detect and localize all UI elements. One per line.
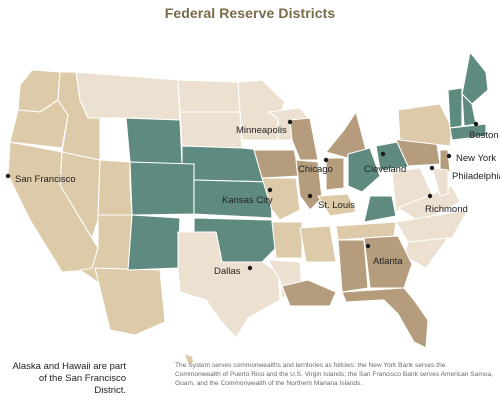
state-north-dakota (177, 79, 241, 113)
map-title: Federal Reserve Districts (164, 5, 336, 21)
state-utah (97, 159, 133, 216)
state-kansas (193, 179, 273, 219)
state-louisiana (281, 279, 337, 307)
state-iowa (253, 149, 301, 179)
city-dot-cleveland (380, 151, 386, 157)
state-florida (341, 287, 429, 349)
label-cleveland: Cleveland (364, 164, 406, 175)
state-illinois-north (295, 159, 323, 211)
state-mississippi (299, 225, 337, 263)
state-texas (177, 231, 281, 339)
state-kentucky (317, 193, 357, 217)
state-georgia (363, 235, 413, 289)
state-alaska (94, 267, 166, 336)
state-maine (461, 51, 489, 105)
city-dot-boston (473, 121, 479, 127)
state-vermont (447, 87, 463, 129)
city-dot-kansas-city (267, 187, 273, 193)
district-philadelphia[interactable] (395, 137, 451, 173)
city-dot-dallas (247, 265, 253, 271)
district-minneapolis[interactable] (75, 71, 311, 149)
district-atlanta[interactable] (281, 221, 429, 349)
state-massachusetts (449, 123, 487, 141)
state-alabama (337, 239, 369, 293)
label-new-york: New York (456, 153, 496, 164)
label-chicago: Chicago (298, 164, 333, 175)
state-maryland (431, 167, 449, 197)
city-dot-minneapolis (287, 119, 293, 125)
label-st-louis: St. Louis (318, 200, 355, 211)
state-kentucky-east (363, 195, 397, 223)
state-nevada (59, 151, 101, 239)
district-san-francisco[interactable] (7, 69, 195, 365)
city-dot-philadelphia (429, 165, 435, 171)
alaska-hawaii-note: Alaska and Hawaii are part of the San Fr… (12, 361, 126, 396)
state-south-dakota (179, 111, 243, 149)
label-san-francisco: San Francisco (15, 174, 76, 185)
state-wisconsin (289, 117, 319, 161)
label-dallas: Dallas (214, 266, 241, 277)
label-boston: Boston (469, 130, 499, 141)
state-wyoming (125, 117, 183, 165)
city-dot-chicago (323, 157, 329, 163)
state-north-carolina (395, 209, 469, 243)
city-dot-san-francisco (5, 173, 11, 179)
district-new-york[interactable] (397, 103, 453, 147)
city-dot-atlanta (365, 243, 371, 249)
state-arkansas (271, 221, 303, 259)
state-hawaii (171, 347, 195, 365)
state-michigan (325, 111, 367, 159)
city-dot-st-louis (307, 193, 313, 199)
label-minneapolis: Minneapolis (236, 125, 287, 136)
city-dot-richmond (427, 193, 433, 199)
district-boston[interactable] (447, 51, 489, 141)
label-kansas-city: Kansas City (222, 195, 273, 206)
state-new-mexico (127, 214, 181, 271)
label-atlanta: Atlanta (373, 256, 403, 267)
label-philadelphia: Philadelphia (452, 171, 500, 182)
state-ohio (347, 147, 381, 193)
city-dot-new-york (446, 153, 452, 159)
state-indiana (325, 157, 345, 191)
state-colorado (129, 161, 195, 216)
state-montana (75, 71, 181, 121)
state-michigan-up (267, 107, 311, 141)
state-new-york (397, 103, 453, 147)
district-richmond[interactable] (391, 167, 469, 269)
district-chicago[interactable] (253, 111, 367, 211)
territories-note: The System serves commonwealths and terr… (175, 362, 493, 387)
label-richmond: Richmond (425, 204, 468, 215)
